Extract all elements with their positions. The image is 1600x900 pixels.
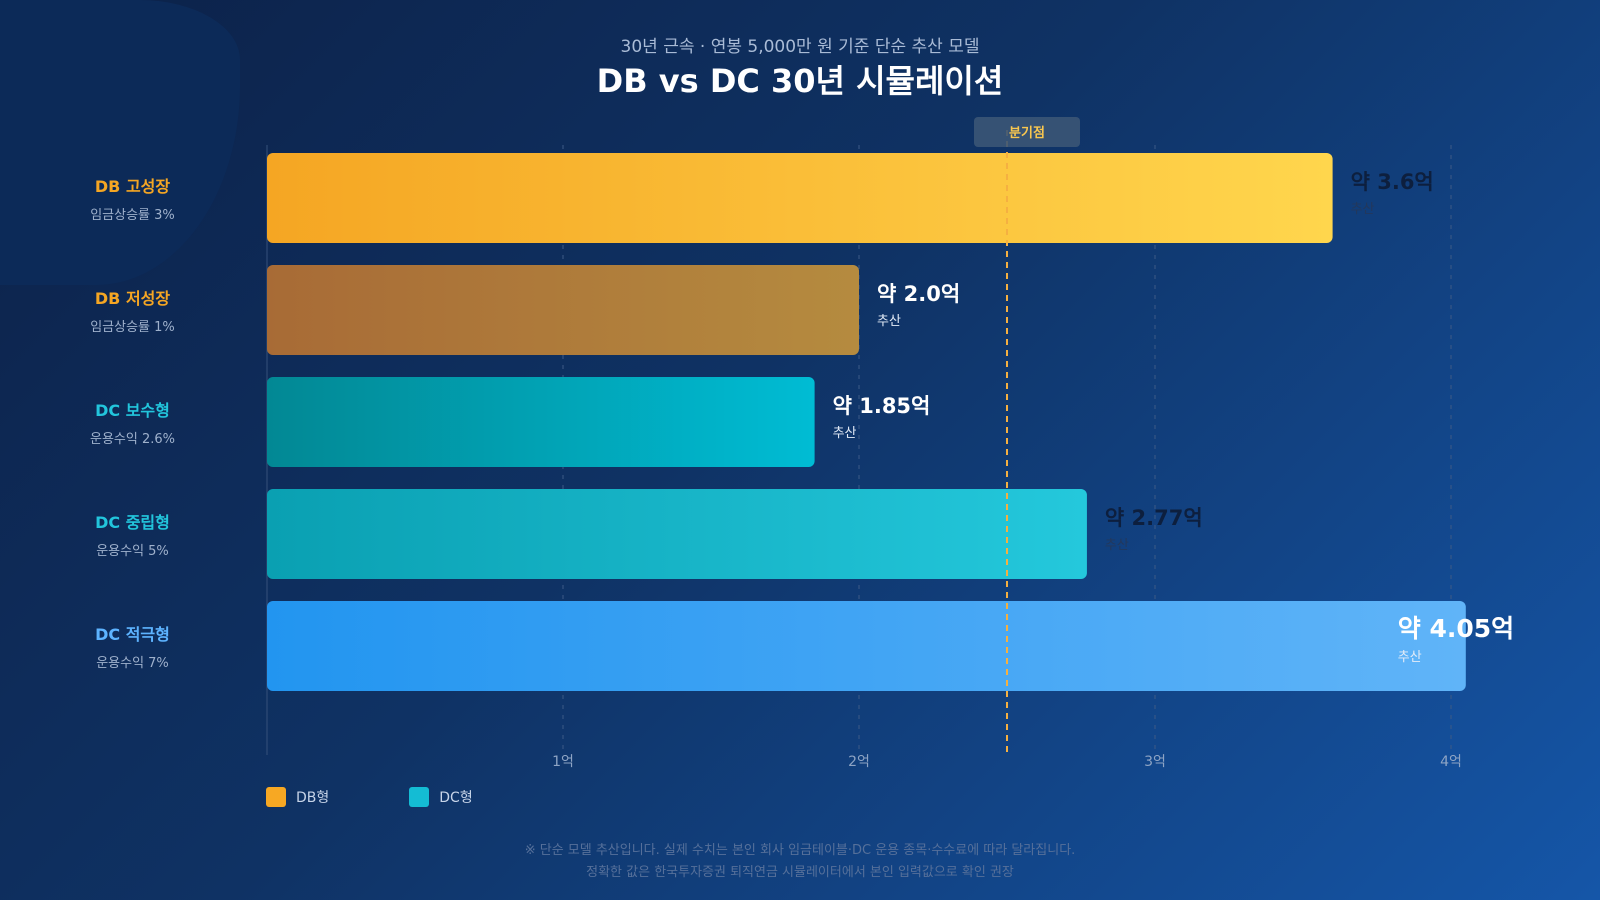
bar <box>267 377 815 467</box>
row-name: DC 적극형 <box>95 625 170 644</box>
row-subtitle: 임금상승률 3% <box>90 208 175 223</box>
row-name: DB 저성장 <box>94 289 171 308</box>
legend-swatch-dc <box>409 787 430 807</box>
bar-value-sublabel: 추산 <box>1105 538 1129 553</box>
row-label-db-low: DB 저성장 임금상승률 1% <box>40 285 225 335</box>
bar-value-label: 약 4.05억 <box>1398 614 1514 643</box>
chart-subtitle: 30년 근속 · 연봉 5,000만 원 기준 단순 추산 모델 <box>620 37 980 57</box>
bar-value-label: 약 1.85억 <box>833 394 931 418</box>
row-subtitle: 임금상승률 1% <box>90 320 175 335</box>
bar-value-label: 약 3.6억 <box>1351 170 1434 194</box>
row-subtitle: 운용수익 2.6% <box>90 432 175 447</box>
x-tick-label: 3억 <box>1144 754 1166 770</box>
footnote: ※ 단순 모델 추산입니다. 실제 수치는 본인 회사 임금테이블·DC 운용 … <box>0 840 1600 884</box>
row-subtitle: 운용수익 7% <box>96 656 169 671</box>
row-label-dc-aggressive: DC 적극형 운용수익 7% <box>40 621 225 671</box>
legend-swatch-db <box>266 787 286 807</box>
x-tick-label: 1억 <box>552 754 574 770</box>
chart-legend: DB형 DC형 <box>266 787 473 807</box>
bar-value-sublabel: 추산 <box>1398 650 1422 665</box>
x-tick-label: 2억 <box>848 754 870 770</box>
footnote-line-1: ※ 단순 모델 추산입니다. 실제 수치는 본인 회사 임금테이블·DC 운용 … <box>524 843 1076 858</box>
reference-label: 분기점 <box>1009 126 1045 141</box>
row-label-dc-conservative: DC 보수형 운용수익 2.6% <box>40 397 225 447</box>
legend-label-dc: DC형 <box>439 790 473 806</box>
bar <box>267 601 1466 691</box>
x-tick-label: 4억 <box>1440 754 1462 770</box>
row-name: DC 중립형 <box>95 513 170 532</box>
footnote-line-2: 정확한 값은 한국투자증권 퇴직연금 시뮬레이터에서 본인 입력값으로 확인 권… <box>586 865 1014 880</box>
row-subtitle: 운용수익 5% <box>96 544 169 559</box>
row-name: DC 보수형 <box>95 401 170 420</box>
bar <box>267 153 1333 243</box>
chart-title: DB vs DC 30년 시뮬레이션 <box>596 62 1004 100</box>
bar <box>267 489 1087 579</box>
row-label-db-high: DB 고성장 임금상승률 3% <box>40 173 225 223</box>
bar <box>267 265 859 355</box>
legend-item-dc: DC형 <box>409 787 473 807</box>
row-name: DB 고성장 <box>94 177 171 196</box>
bar-value-label: 약 2.77억 <box>1105 506 1203 530</box>
bar-value-label: 약 2.0억 <box>877 282 960 306</box>
reference-badge <box>974 117 1080 147</box>
row-label-dc-neutral: DC 중립형 운용수익 5% <box>40 509 225 559</box>
bar-value-sublabel: 추산 <box>877 314 901 329</box>
legend-item-db: DB형 <box>266 787 329 807</box>
bar-value-sublabel: 추산 <box>1351 202 1375 217</box>
legend-label-db: DB형 <box>296 790 330 806</box>
bar-value-sublabel: 추산 <box>833 426 857 441</box>
